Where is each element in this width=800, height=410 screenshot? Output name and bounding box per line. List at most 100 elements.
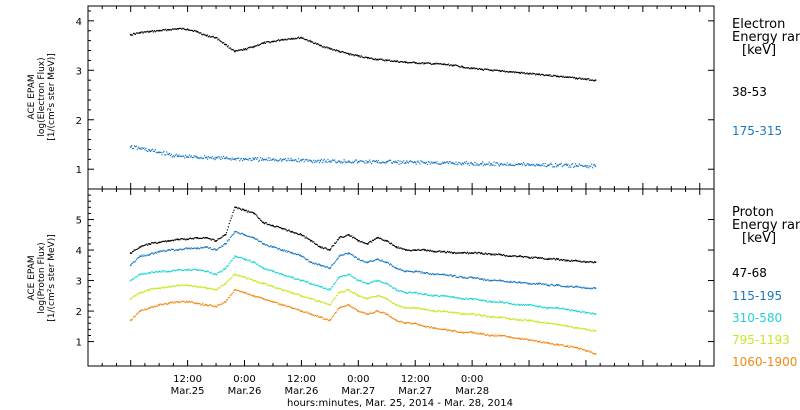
data-point: [221, 245, 223, 247]
data-point: [138, 147, 140, 149]
data-point: [210, 304, 212, 306]
data-point: [472, 313, 474, 315]
data-point: [171, 285, 174, 287]
data-point: [475, 67, 477, 70]
data-point: [555, 166, 558, 168]
data-point: [131, 34, 133, 36]
data-point: [444, 328, 446, 331]
data-point: [428, 62, 431, 64]
data-point: [514, 255, 516, 257]
data-point: [399, 247, 401, 249]
data-point: [442, 311, 444, 313]
data-point: [418, 270, 420, 272]
data-point: [160, 30, 162, 32]
data-point: [444, 310, 447, 312]
data-point: [189, 284, 192, 287]
data-point: [337, 257, 339, 259]
data-point: [209, 304, 211, 306]
data-point: [498, 164, 500, 166]
data-point: [530, 73, 532, 75]
data-point: [536, 257, 539, 259]
data-point: [232, 158, 234, 161]
data-point: [271, 301, 273, 303]
data-point: [576, 327, 579, 329]
data-point: [370, 296, 373, 298]
data-point: [186, 301, 189, 303]
data-point: [574, 326, 577, 329]
data-point: [236, 206, 238, 208]
data-point: [400, 320, 402, 322]
data-point: [541, 73, 543, 76]
data-point: [178, 268, 180, 271]
data-point: [252, 211, 254, 214]
data-point: [267, 245, 269, 247]
data-point: [426, 325, 429, 328]
data-point: [328, 304, 330, 306]
data-point: [516, 71, 518, 74]
data-point: [344, 160, 346, 163]
data-point: [516, 319, 518, 321]
data-point: [347, 234, 349, 236]
data-point: [329, 47, 331, 50]
data-point: [223, 43, 226, 45]
data-point: [218, 38, 220, 40]
data-point: [131, 252, 133, 254]
data-point: [467, 253, 469, 255]
data-point: [568, 346, 570, 348]
data-point: [223, 301, 226, 303]
data-point: [518, 255, 520, 257]
data-point: [518, 162, 520, 165]
data-point: [335, 49, 338, 51]
data-point: [500, 316, 503, 319]
data-point: [344, 235, 346, 238]
data-point: [239, 233, 241, 235]
data-point: [524, 165, 526, 167]
data-point: [322, 265, 324, 267]
data-point: [591, 79, 594, 81]
data-point: [327, 266, 329, 269]
data-point: [229, 236, 231, 239]
data-point: [442, 294, 444, 296]
data-point: [583, 260, 585, 262]
data-point: [480, 68, 483, 71]
data-point: [522, 256, 524, 258]
data-point: [236, 255, 238, 258]
data-point: [293, 159, 295, 161]
data-point: [295, 293, 297, 295]
data-point: [225, 44, 228, 46]
data-point: [373, 259, 376, 262]
data-point: [545, 342, 547, 344]
data-point: [312, 298, 314, 300]
data-point: [266, 284, 268, 286]
data-point: [521, 164, 524, 166]
data-point: [167, 153, 169, 155]
data-point: [373, 296, 376, 298]
data-point: [575, 259, 578, 262]
data-point: [404, 270, 407, 273]
data-point: [421, 271, 423, 273]
data-point: [392, 317, 395, 319]
data-point: [312, 314, 314, 316]
data-point: [407, 270, 410, 273]
data-point: [246, 211, 248, 213]
data-point: [212, 306, 214, 308]
data-point: [381, 161, 383, 164]
data-point: [383, 239, 385, 241]
data-point: [532, 339, 534, 341]
data-point: [454, 312, 456, 314]
data-point: [519, 338, 522, 340]
data-point: [385, 282, 388, 285]
data-point: [296, 160, 298, 162]
x-tick-date: Mar.27: [398, 386, 432, 397]
data-point: [256, 281, 258, 283]
data-point: [252, 46, 254, 49]
data-point: [552, 343, 554, 345]
data-point: [400, 290, 402, 292]
data-point: [212, 272, 214, 275]
data-point: [172, 302, 174, 304]
data-point: [357, 240, 360, 242]
data-point: [517, 163, 519, 166]
data-point: [397, 304, 399, 306]
data-point: [192, 285, 194, 287]
data-point: [508, 303, 510, 305]
